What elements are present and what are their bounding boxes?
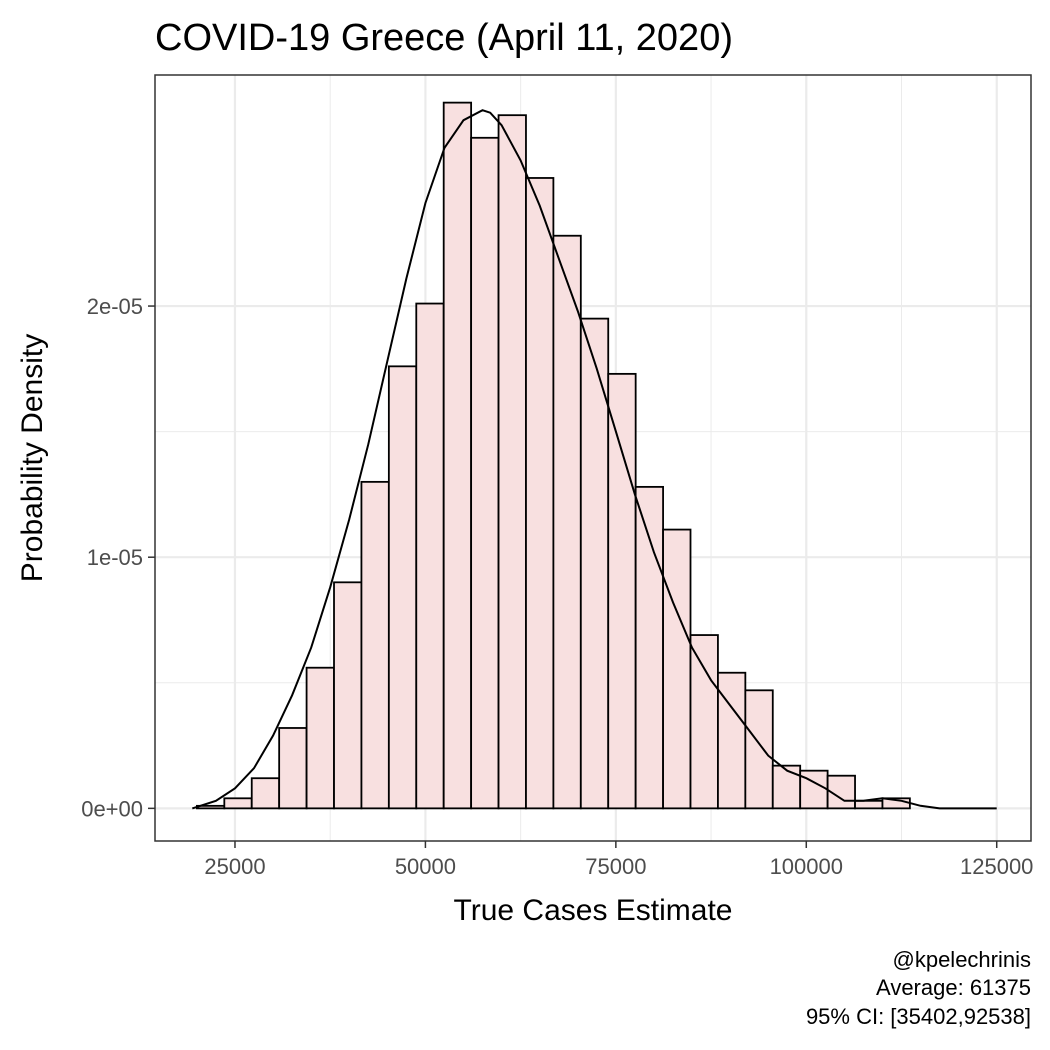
x-tick-label: 25000: [204, 854, 265, 879]
histogram-bars: [195, 101, 911, 810]
density-curve: [191, 109, 997, 810]
y-tick-label: 0e+00: [81, 796, 143, 821]
histogram-bar: [552, 234, 582, 810]
histogram-bar: [525, 177, 555, 810]
caption-confidence-interval: 95% CI: [35402,92538]: [806, 1004, 1031, 1029]
histogram-bar: [854, 799, 884, 810]
histogram-bar: [799, 769, 829, 810]
y-axis-title: Probability Density: [16, 334, 49, 582]
histogram-bar: [579, 317, 610, 810]
histogram-bar: [634, 485, 664, 810]
histogram-bar: [442, 101, 473, 810]
histogram-bar: [415, 302, 445, 810]
histogram-bar: [662, 528, 692, 810]
x-tick-label: 50000: [395, 854, 456, 879]
chart-title: COVID-19 Greece (April 11, 2020): [155, 17, 733, 59]
panel-border: [154, 74, 1032, 842]
x-tick-label: 100000: [770, 854, 843, 879]
x-axis: 25000 50000 75000 100000 125000: [204, 841, 1033, 879]
y-tick-label: 1e-05: [87, 545, 143, 570]
histogram-bar: [717, 671, 747, 810]
y-axis: 0e+00 1e-05 2e-05: [81, 294, 155, 821]
histogram-bar: [744, 689, 774, 810]
histogram-bar: [470, 136, 500, 810]
y-tick-label: 2e-05: [87, 294, 143, 319]
histogram-bar: [333, 581, 363, 810]
histogram-bar: [771, 764, 802, 810]
plot-panel: [154, 74, 1032, 842]
histogram-bar: [497, 114, 527, 810]
histogram-bar: [360, 480, 390, 810]
x-tick-label: 75000: [585, 854, 646, 879]
chart-caption: @kpelechrinis Average: 61375 95% CI: [35…: [806, 947, 1031, 1029]
caption-author: @kpelechrinis: [893, 947, 1032, 972]
x-tick-label: 125000: [960, 854, 1033, 879]
histogram-bar: [305, 666, 335, 810]
histogram-bar: [689, 634, 719, 810]
histogram-bar: [387, 365, 418, 810]
x-axis-title: True Cases Estimate: [454, 894, 733, 927]
histogram-bar: [223, 797, 253, 810]
caption-average: Average: 61375: [876, 975, 1031, 1000]
histogram-bar: [278, 727, 308, 810]
histogram-bar: [607, 372, 637, 810]
histogram-bar: [250, 777, 281, 810]
